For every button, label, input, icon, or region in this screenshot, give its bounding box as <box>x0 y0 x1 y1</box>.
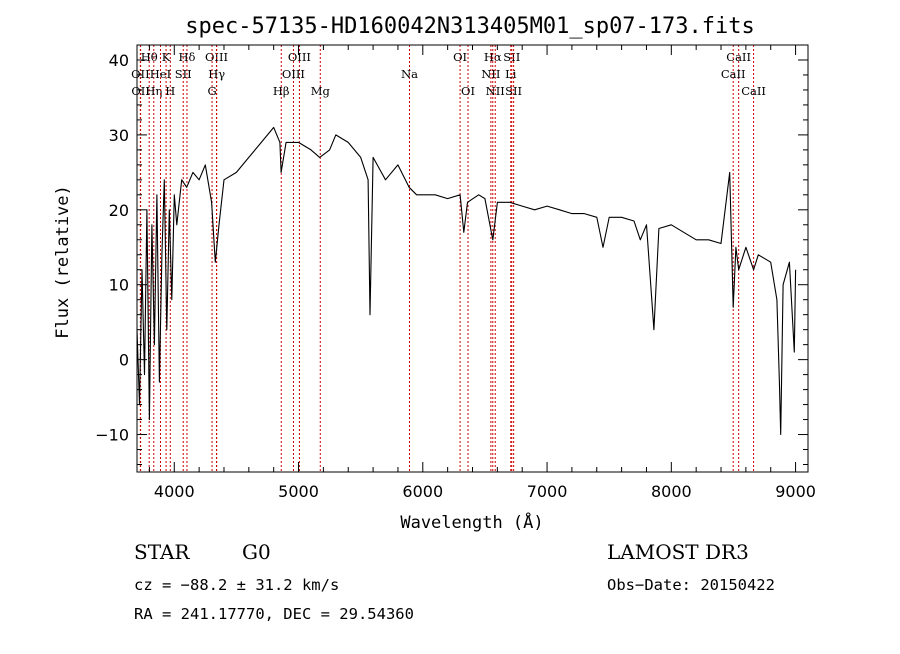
y-tick-label-10: 10 <box>109 276 129 295</box>
line-label-4: HeI <box>150 67 171 81</box>
line-label-10: Hγ <box>208 67 225 81</box>
y-tick-label-40: 40 <box>109 51 129 70</box>
redshift-readout: cz = −88.2 ± 31.2 km/s <box>134 576 339 594</box>
line-label-25: CaII <box>726 50 751 64</box>
plot-frame <box>136 44 809 473</box>
line-label-21: NII <box>481 67 500 81</box>
x-tick-label-8000: 8000 <box>651 482 692 501</box>
y-tick-label--10: −10 <box>95 426 129 445</box>
line-label-26: CaII <box>721 67 746 81</box>
line-label-14: OIII <box>282 67 305 81</box>
line-label-2: OII <box>131 84 150 98</box>
chart-title: spec-57135-HD160042N313405M01_sp07-173.f… <box>185 14 755 39</box>
line-label-13: OIII <box>288 50 311 64</box>
observation-date: Obs−Date: 20150422 <box>607 576 775 594</box>
y-tick-label-30: 30 <box>109 126 129 145</box>
line-label-5: K <box>162 50 171 64</box>
line-label-3: Hη <box>145 84 162 98</box>
axes-layer: 4000 5000 6000 7000 8000 9000 −10 0 10 20 30 40 <box>95 44 816 501</box>
line-label-20: SII <box>503 50 520 64</box>
line-label-8: Hδ <box>178 50 195 64</box>
line-label-19: Hα <box>484 50 502 64</box>
y-tick-label-0: 0 <box>119 351 129 370</box>
line-label-6: H <box>165 84 175 98</box>
line-label-23: NII <box>486 84 505 98</box>
line-label-18: OI <box>461 84 475 98</box>
coordinates-readout: RA = 241.17770, DEC = 29.54360 <box>134 605 414 623</box>
x-tick-label-6000: 6000 <box>402 482 443 501</box>
x-axis-label: Wavelength (Å) <box>400 511 543 533</box>
object-class: STAR <box>134 540 190 564</box>
line-label-17: OI <box>453 50 467 64</box>
survey-name: LAMOST DR3 <box>607 540 749 564</box>
line-label-0: Hθ <box>141 50 158 64</box>
y-axis-label: Flux (relative) <box>53 185 73 339</box>
line-label-12: Hβ <box>273 84 290 98</box>
x-tick-label-5000: 5000 <box>278 482 319 501</box>
series-line-0 <box>136 126 797 436</box>
line-label-22: Li <box>505 67 517 81</box>
spectrum-trace-layer <box>136 126 797 436</box>
line-label-7: SII <box>175 67 192 81</box>
line-label-24: SII <box>505 84 522 98</box>
object-subclass: G0 <box>242 540 271 564</box>
line-label-16: Na <box>401 67 418 81</box>
y-tick-label-20: 20 <box>109 201 129 220</box>
line-label-15: Mg <box>311 84 331 98</box>
line-label-27: CaII <box>741 84 766 98</box>
line-label-11: G <box>207 84 216 98</box>
x-tick-label-9000: 9000 <box>775 482 816 501</box>
x-tick-label-4000: 4000 <box>154 482 195 501</box>
x-tick-label-7000: 7000 <box>527 482 568 501</box>
